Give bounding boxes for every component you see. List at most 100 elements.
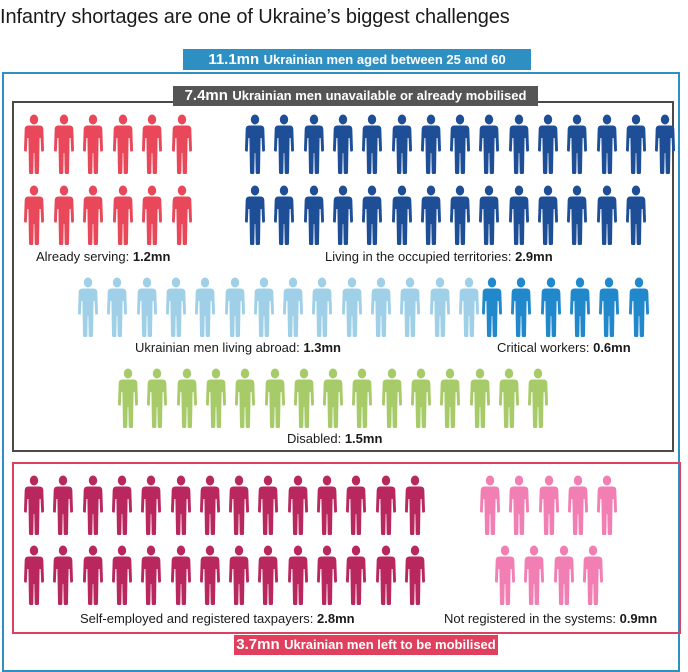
person-icon-critical-workers <box>540 277 561 337</box>
person-icon-occupied-territories <box>420 185 441 245</box>
person-icon-self-employed <box>375 545 396 605</box>
person-icon-occupied-territories <box>567 114 588 174</box>
person-icon-disabled <box>381 368 402 428</box>
person-icon-not-registered <box>480 475 500 535</box>
person-icon-occupied-territories <box>655 114 676 174</box>
person-icon-not-registered <box>538 475 559 535</box>
mobilisable-men-number: 3.7mn <box>236 636 280 653</box>
person-icon-occupied-territories <box>274 114 295 174</box>
person-icon-self-employed <box>404 545 425 605</box>
person-icon-occupied-territories <box>508 185 529 245</box>
person-icon-living-abroad <box>107 277 128 337</box>
person-icon-self-employed <box>229 475 250 535</box>
person-icon-self-employed <box>199 545 220 605</box>
person-icon-already-serving <box>142 185 162 245</box>
person-icon-already-serving <box>24 114 44 174</box>
person-icon-not-registered <box>524 545 545 605</box>
label-already-serving: Already serving: 1.2mn <box>36 249 171 264</box>
label-disabled: Disabled: 1.5mn <box>287 431 383 446</box>
person-icon-living-abroad <box>224 277 245 337</box>
person-icon-disabled <box>176 368 197 428</box>
person-icon-occupied-territories <box>391 114 412 174</box>
person-icon-already-serving <box>171 114 192 174</box>
person-icon-living-abroad <box>312 277 333 337</box>
person-icon-self-employed <box>53 475 74 535</box>
person-icon-disabled <box>323 368 344 428</box>
person-icon-occupied-territories <box>274 185 295 245</box>
person-icon-disabled <box>235 368 256 428</box>
unavailable-men-text: Ukrainian men unavailable or already mob… <box>232 88 527 103</box>
total-men-text: Ukrainian men aged between 25 and 60 <box>263 52 506 67</box>
person-icon-not-registered <box>509 475 530 535</box>
person-icon-occupied-territories <box>450 114 471 174</box>
person-icon-self-employed <box>229 545 250 605</box>
person-icon-occupied-territories <box>245 185 265 245</box>
person-icon-disabled <box>411 368 431 428</box>
person-icon-living-abroad <box>429 277 450 337</box>
person-icon-living-abroad <box>400 277 421 337</box>
person-icon-self-employed <box>141 545 162 605</box>
person-icon-not-registered <box>597 475 618 535</box>
label-self-employed: Self-employed and registered taxpayers: … <box>80 611 355 626</box>
person-icon-occupied-territories <box>303 114 324 174</box>
person-icon-disabled <box>293 368 314 428</box>
person-icon-disabled <box>352 368 373 428</box>
person-icon-occupied-territories <box>450 185 471 245</box>
mobilisable-men-frame <box>12 462 681 634</box>
person-icon-already-serving <box>171 185 192 245</box>
person-icon-disabled <box>264 368 285 428</box>
person-icon-disabled <box>528 368 549 428</box>
person-icon-occupied-territories <box>245 114 265 174</box>
person-icon-living-abroad <box>458 277 479 337</box>
person-icon-disabled <box>440 368 461 428</box>
mobilisable-men-banner: 3.7mn Ukrainian men left to be mobilised <box>234 635 498 655</box>
person-icon-critical-workers <box>482 277 502 337</box>
person-icon-disabled <box>118 368 138 428</box>
person-icon-living-abroad <box>341 277 362 337</box>
person-icon-not-registered <box>582 545 603 605</box>
person-icon-occupied-territories <box>567 185 588 245</box>
person-icon-living-abroad <box>253 277 274 337</box>
person-icon-occupied-territories <box>538 114 558 174</box>
person-icon-occupied-territories <box>596 185 617 245</box>
person-icon-occupied-territories <box>508 114 529 174</box>
person-icon-critical-workers <box>628 277 649 337</box>
person-icon-self-employed <box>141 475 162 535</box>
person-icon-not-registered <box>495 545 515 605</box>
person-icon-already-serving <box>53 185 74 245</box>
person-icon-occupied-territories <box>362 114 383 174</box>
person-icon-self-employed <box>258 545 279 605</box>
unavailable-men-banner: 7.4mn Ukrainian men unavailable or alrea… <box>173 86 538 106</box>
person-icon-critical-workers <box>569 277 590 337</box>
label-not-registered: Not registered in the systems: 0.9mn <box>444 611 658 626</box>
person-icon-self-employed <box>24 545 44 605</box>
person-icon-self-employed <box>287 475 308 535</box>
person-icon-critical-workers <box>599 277 620 337</box>
person-icon-not-registered <box>567 475 588 535</box>
person-icon-occupied-territories <box>391 185 412 245</box>
person-icon-self-employed <box>24 475 44 535</box>
label-occupied-territories: Living in the occupied territories: 2.9m… <box>325 249 553 264</box>
unavailable-men-number: 7.4mn <box>184 87 228 104</box>
total-men-number: 11.1mn <box>208 51 260 68</box>
person-icon-self-employed <box>375 475 396 535</box>
page-title: Infantry shortages are one of Ukraine’s … <box>0 6 510 28</box>
total-men-banner: 11.1mn Ukrainian men aged between 25 and… <box>183 49 531 70</box>
person-icon-living-abroad <box>78 277 98 337</box>
person-icon-already-serving <box>83 185 103 245</box>
person-icon-occupied-territories <box>538 185 558 245</box>
person-icon-living-abroad <box>195 277 216 337</box>
person-icon-occupied-territories <box>479 114 500 174</box>
person-icon-occupied-territories <box>596 114 617 174</box>
person-icon-self-employed <box>53 545 74 605</box>
person-icon-self-employed <box>317 545 337 605</box>
person-icon-self-employed <box>111 545 132 605</box>
person-icon-occupied-territories <box>362 185 383 245</box>
person-icon-already-serving <box>142 114 162 174</box>
person-icon-self-employed <box>199 475 220 535</box>
person-icon-self-employed <box>82 545 103 605</box>
person-icon-disabled <box>147 368 168 428</box>
person-icon-occupied-territories <box>332 114 353 174</box>
person-icon-self-employed <box>170 475 191 535</box>
label-critical-workers: Critical workers: 0.6mn <box>497 340 631 355</box>
